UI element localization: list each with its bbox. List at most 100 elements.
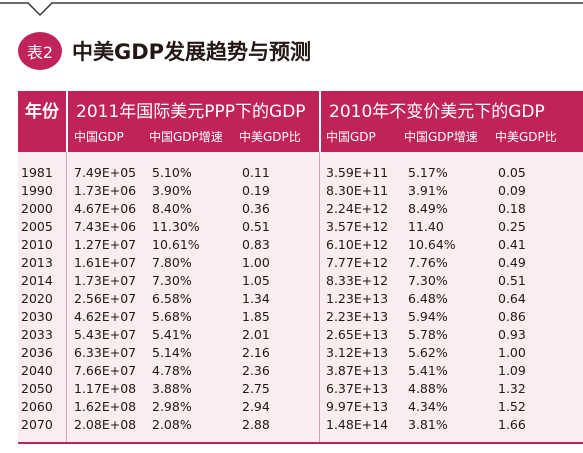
ratio-const-cell: 1.09 (498, 363, 526, 378)
china-growth-ppp-cell: 7.30% (152, 273, 192, 288)
china-gdp-ppp-cell: 1.17E+08 (74, 381, 137, 396)
china-gdp-ppp-cell: 2.08E+08 (74, 417, 137, 432)
ratio-const-cell: 0.05 (498, 165, 526, 180)
china-gdp-const-cell: 6.10E+12 (326, 237, 389, 252)
china-gdp-const-cell: 2.24E+12 (326, 201, 389, 216)
china-growth-const-cell: 5.17% (408, 165, 448, 180)
table-row: 2040 7.66E+07 4.78% 2.36 3.87E+13 5.41% 1.09 (18, 362, 583, 380)
china-gdp-const-cell: 8.33E+12 (326, 273, 389, 288)
table-number-badge: 表2 (18, 32, 62, 70)
china-growth-const-cell: 5.62% (408, 345, 448, 360)
ratio-ppp-cell: 1.34 (242, 291, 270, 306)
table-row: 2060 1.62E+08 2.98% 2.94 9.97E+13 4.34% 1.52 (18, 398, 583, 416)
china-gdp-const-cell: 3.59E+11 (326, 165, 389, 180)
table-row: 2070 2.08E+08 2.08% 2.88 1.48E+14 3.81% 1.66 (18, 416, 583, 434)
china-gdp-const-cell: 1.48E+14 (326, 417, 389, 432)
ratio-const-cell: 0.25 (498, 219, 526, 234)
table-rows: 1981 7.49E+05 5.10% 0.11 3.59E+11 5.17% 0.05 19… (18, 164, 583, 434)
year-cell: 2013 (21, 255, 53, 270)
group1-header: 2011年国际美元PPP下的GDP (76, 102, 306, 122)
page-title: 中美GDP发展趋势与预测 (72, 40, 312, 64)
china-growth-const-cell: 7.30% (408, 273, 448, 288)
body-divider (319, 152, 320, 442)
china-growth-ppp-cell: 4.78% (152, 363, 192, 378)
china-growth-ppp-cell: 7.80% (152, 255, 192, 270)
header-divider (66, 91, 68, 152)
ratio-ppp-cell: 0.11 (242, 165, 270, 180)
china-gdp-ppp-cell: 7.49E+05 (74, 165, 137, 180)
table-row: 1981 7.49E+05 5.10% 0.11 3.59E+11 5.17% 0.05 (18, 164, 583, 182)
china-growth-const-cell: 11.40 (408, 219, 444, 234)
year-cell: 2000 (21, 201, 53, 216)
china-growth-const-cell: 8.49% (408, 201, 448, 216)
col-header-china-growth-const: 中国GDP增速 (404, 130, 478, 144)
year-cell: 2050 (21, 381, 53, 396)
year-column-header: 年份 (25, 102, 59, 122)
ratio-ppp-cell: 2.16 (242, 345, 270, 360)
ratio-const-cell: 0.09 (498, 183, 526, 198)
china-gdp-ppp-cell: 1.73E+06 (74, 183, 137, 198)
china-growth-const-cell: 6.48% (408, 291, 448, 306)
china-gdp-const-cell: 7.77E+12 (326, 255, 389, 270)
ratio-const-cell: 1.52 (498, 399, 526, 414)
china-gdp-ppp-cell: 1.61E+07 (74, 255, 137, 270)
china-gdp-ppp-cell: 1.73E+07 (74, 273, 137, 288)
ratio-ppp-cell: 1.05 (242, 273, 270, 288)
china-growth-const-cell: 5.94% (408, 309, 448, 324)
china-growth-ppp-cell: 5.14% (152, 345, 192, 360)
table-row: 2013 1.61E+07 7.80% 1.00 7.77E+12 7.76% 0.49 (18, 254, 583, 272)
table-row: 2030 4.62E+07 5.68% 1.85 2.23E+13 5.94% 0.86 (18, 308, 583, 326)
table-row: 2050 1.17E+08 3.88% 2.75 6.37E+13 4.88% 1.32 (18, 380, 583, 398)
china-growth-const-cell: 7.76% (408, 255, 448, 270)
col-header-china-gdp-const: 中国GDP (326, 130, 376, 144)
china-gdp-ppp-cell: 1.62E+08 (74, 399, 137, 414)
year-cell: 2014 (21, 273, 53, 288)
year-cell: 2040 (21, 363, 53, 378)
table-row: 2010 1.27E+07 10.61% 0.83 6.10E+12 10.64% 0.41 (18, 236, 583, 254)
china-growth-ppp-cell: 2.08% (152, 417, 192, 432)
china-gdp-ppp-cell: 6.33E+07 (74, 345, 137, 360)
china-growth-ppp-cell: 5.68% (152, 309, 192, 324)
ratio-const-cell: 0.18 (498, 201, 526, 216)
china-growth-const-cell: 3.81% (408, 417, 448, 432)
table-row: 1990 1.73E+06 3.90% 0.19 8.30E+11 3.91% 0.09 (18, 182, 583, 200)
table-body: 1981 7.49E+05 5.10% 0.11 3.59E+11 5.17% 0.05 19… (18, 152, 583, 442)
year-cell: 1981 (21, 165, 53, 180)
ratio-ppp-cell: 2.36 (242, 363, 270, 378)
china-growth-const-cell: 4.88% (408, 381, 448, 396)
ratio-const-cell: 0.86 (498, 309, 526, 324)
china-gdp-const-cell: 3.57E+12 (326, 219, 389, 234)
china-gdp-ppp-cell: 7.43E+06 (74, 219, 137, 234)
china-gdp-ppp-cell: 4.67E+06 (74, 201, 137, 216)
china-gdp-const-cell: 2.65E+13 (326, 327, 389, 342)
ratio-const-cell: 0.51 (498, 273, 526, 288)
ratio-ppp-cell: 1.00 (242, 255, 270, 270)
china-growth-ppp-cell: 5.41% (152, 327, 192, 342)
body-divider (66, 152, 67, 442)
ratio-ppp-cell: 2.75 (242, 381, 270, 396)
ratio-ppp-cell: 2.94 (242, 399, 270, 414)
col-header-china-gdp-ppp: 中国GDP (74, 130, 124, 144)
china-gdp-ppp-cell: 1.27E+07 (74, 237, 137, 252)
header-divider (319, 91, 321, 152)
year-cell: 2020 (21, 291, 53, 306)
year-cell: 2060 (21, 399, 53, 414)
china-gdp-ppp-cell: 5.43E+07 (74, 327, 137, 342)
china-growth-ppp-cell: 3.90% (152, 183, 192, 198)
ratio-const-cell: 0.49 (498, 255, 526, 270)
ratio-ppp-cell: 0.36 (242, 201, 270, 216)
china-growth-const-cell: 10.64% (408, 237, 456, 252)
china-gdp-ppp-cell: 2.56E+07 (74, 291, 137, 306)
china-gdp-ppp-cell: 4.62E+07 (74, 309, 137, 324)
ratio-const-cell: 0.93 (498, 327, 526, 342)
china-growth-const-cell: 3.91% (408, 183, 448, 198)
china-growth-const-cell: 5.78% (408, 327, 448, 342)
table-row: 2033 5.43E+07 5.41% 2.01 2.65E+13 5.78% 0.93 (18, 326, 583, 344)
china-growth-ppp-cell: 5.10% (152, 165, 192, 180)
ratio-ppp-cell: 2.88 (242, 417, 270, 432)
china-growth-const-cell: 5.41% (408, 363, 448, 378)
table-caption: 表2 中美GDP发展趋势与预测 (18, 32, 311, 70)
china-growth-const-cell: 4.34% (408, 399, 448, 414)
year-cell: 2036 (21, 345, 53, 360)
year-cell: 2033 (21, 327, 53, 342)
